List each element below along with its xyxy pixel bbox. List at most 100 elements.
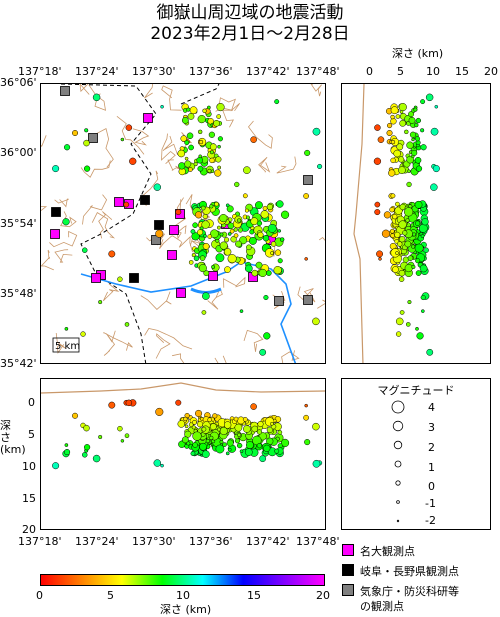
hypocenter-point [199,442,207,451]
hypocenter-point [98,434,103,440]
station-marker [129,273,139,283]
hypocenter-point [266,426,274,434]
epicenter-point [64,326,69,331]
epicenter-point [153,183,162,191]
hypocenter-point [256,429,263,435]
epicenter-point [83,139,90,147]
epicenter-point [198,154,202,159]
magnitude-label: -1 [425,497,436,510]
hypocenter-point [390,193,396,199]
hypocenter-point [242,416,248,422]
hypocenter-point [257,420,264,428]
hypocenter-point [244,448,253,456]
hypocenter-point [125,399,133,407]
magnitude-symbol [396,500,400,504]
hypocenter-point [191,425,196,430]
hypocenter-point [215,444,225,454]
epicenter-point [196,156,203,164]
hypocenter-point [83,424,90,432]
epicenter-map: 5 km [40,83,326,364]
epicenter-point [248,236,257,245]
topo-contour [218,97,241,112]
magnitude-label: 2 [428,441,435,454]
hypocenter-point [277,430,283,435]
epicenter-point [216,103,225,112]
hypocenter-point [197,421,204,428]
title-line1: 御嶽山周辺域の地震活動 [156,3,344,23]
magnitude-label: 1 [428,461,435,474]
station-marker [176,288,186,298]
hypocenter-point [407,255,414,261]
epicenter-point [184,156,189,161]
hypocenter-point [205,438,210,444]
topo-contour [317,299,325,309]
epicenter-point [274,99,280,105]
epicenter-point [184,160,192,168]
hypocenter-point [304,403,308,408]
hypocenter-point [374,209,381,216]
hypocenter-point [236,442,243,449]
ew-depth-tick: 5 [397,65,404,78]
epicenter-point [202,242,210,250]
colorbar-tick: 0 [36,589,43,602]
hypocenter-point [395,331,402,337]
station-jma-nied-swatch [342,584,354,596]
hypocenter-point [399,203,406,211]
hypocenter-point [394,231,401,238]
hypocenter-point [398,276,405,282]
hypocenter-point [395,114,401,119]
epicenter-point [244,208,249,213]
magnitude-symbol [391,400,405,414]
hypocenter-point [395,317,404,326]
hypocenter-point [425,93,434,102]
station-marker [169,225,179,235]
hypocenter-point [177,420,186,428]
hypocenter-point [234,423,243,432]
hypocenter-point [420,144,427,151]
ew-section-canvas [353,84,440,363]
epicenter-point [197,114,206,124]
hypocenter-point [390,139,396,145]
hypocenter-point [432,165,440,173]
epicenter-point [215,253,225,263]
epicenter-point [270,251,274,255]
ew-section-title: 深さ (km) [392,47,444,60]
topo-contour [55,332,66,354]
epicenter-point [223,248,232,256]
epicenter-point [177,149,186,158]
epicenter-point [245,215,250,220]
hypocenter-point [181,436,189,444]
hypocenter-point [303,414,309,421]
hypocenter-point [421,309,425,313]
river [80,261,297,363]
hypocenter-point [63,448,71,456]
epicenter-point [237,218,242,223]
epicenter-point [237,227,243,233]
epicenter-point [217,144,221,149]
hypocenter-point [72,412,79,419]
hypocenter-point [160,463,164,468]
epicenter-point [52,165,60,173]
topo-contour [102,283,120,302]
hypocenter-point [398,269,406,277]
epicenter-point [227,254,237,264]
epicenter-point [219,232,224,237]
epicenter-point [120,137,125,142]
hypocenter-point [397,241,403,247]
station-gifu-nagano-swatch [342,564,354,576]
ew-depth-tick: 0 [366,65,373,78]
station-marker [140,195,150,205]
map-lon-tick: 137°48' [296,65,340,78]
hypocenter-point [155,407,164,416]
epicenter-point [188,144,194,151]
hypocenter-point [393,149,401,158]
hypocenter-point [402,230,408,236]
epicenter-point [72,130,79,137]
topo-contour [144,84,154,99]
hypocenter-point [430,183,438,191]
topo-contour [82,194,108,225]
epicenter-point [304,149,311,156]
hypocenter-point [184,424,189,429]
hypocenter-point [386,122,393,129]
map-lon-tick: 137°42' [246,65,290,78]
